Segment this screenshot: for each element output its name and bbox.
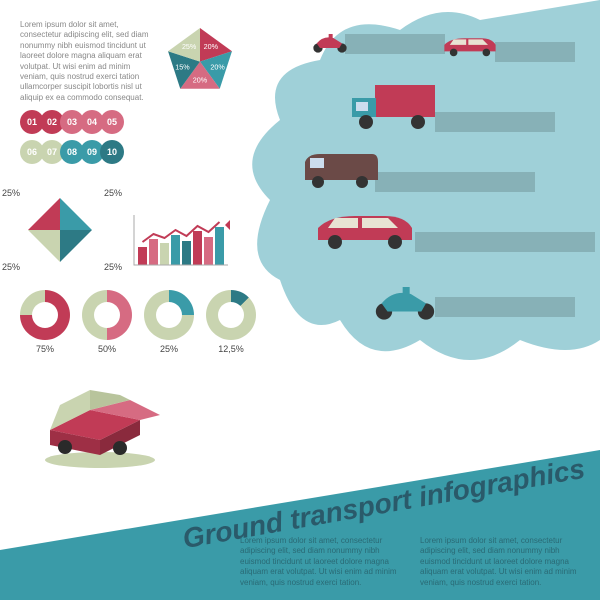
donut-chart: 50% bbox=[82, 290, 132, 354]
car-big bbox=[310, 210, 420, 250]
donut-chart: 75% bbox=[20, 290, 70, 354]
truck bbox=[350, 80, 440, 130]
vehicle-trail bbox=[375, 172, 535, 192]
donut-row: 75%50%25%12,5% bbox=[20, 290, 256, 354]
svg-text:20%: 20% bbox=[210, 63, 225, 72]
svg-text:20%: 20% bbox=[193, 75, 208, 84]
motorcycle-teal bbox=[370, 280, 440, 315]
pentagon-chart: 20%20%20%15%25% bbox=[160, 20, 240, 100]
footer-text-2: Lorem ipsum dolor sit amet, consectetur … bbox=[420, 536, 580, 588]
vehicle-trail bbox=[415, 232, 595, 252]
car-red bbox=[440, 35, 500, 60]
diamond-label: 25% bbox=[2, 262, 20, 272]
motorcycle bbox=[310, 30, 350, 52]
number-circle: 10 bbox=[100, 140, 124, 164]
number-row: 0102030405 bbox=[20, 110, 124, 134]
svg-text:20%: 20% bbox=[204, 42, 219, 51]
vehicle-trail bbox=[345, 34, 445, 54]
diamond-label: 25% bbox=[104, 262, 122, 272]
vehicle-trail bbox=[435, 112, 555, 132]
diamond-chart: 25% 25% 25% 25% bbox=[20, 190, 100, 270]
mini-bar-chart bbox=[130, 210, 230, 270]
lorem-text: Lorem ipsum dolor sit amet, consectetur … bbox=[20, 20, 150, 103]
footer-text-1: Lorem ipsum dolor sit amet, consectetur … bbox=[240, 536, 400, 588]
vehicle-trail bbox=[435, 297, 575, 317]
diamond-label: 25% bbox=[104, 188, 122, 198]
svg-text:15%: 15% bbox=[175, 63, 190, 72]
diamond-label: 25% bbox=[2, 188, 20, 198]
donut-chart: 12,5% bbox=[206, 290, 256, 354]
number-circle: 05 bbox=[100, 110, 124, 134]
svg-text:25%: 25% bbox=[182, 42, 197, 51]
van bbox=[300, 150, 380, 190]
vehicle-trail bbox=[495, 42, 575, 62]
donut-chart: 25% bbox=[144, 290, 194, 354]
number-row: 0607080910 bbox=[20, 140, 124, 164]
